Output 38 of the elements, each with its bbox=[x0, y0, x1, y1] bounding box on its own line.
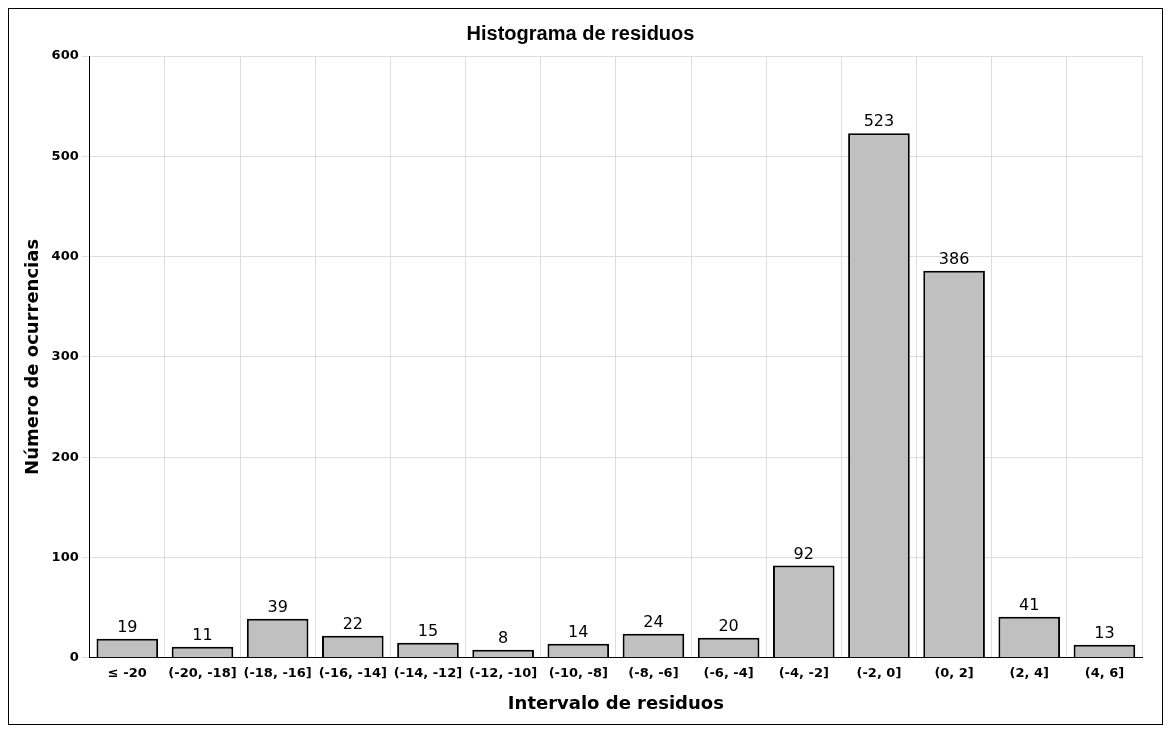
y-tick-label: 100 bbox=[51, 548, 79, 564]
data-label: 92 bbox=[793, 543, 814, 563]
chart-title: Histograma de residuos bbox=[466, 21, 695, 44]
x-tick-label: (-20, -18] bbox=[168, 664, 237, 680]
data-label: 39 bbox=[267, 596, 288, 616]
x-tick-label: (0, 2] bbox=[934, 664, 974, 680]
x-tick-label: (-8, -6] bbox=[628, 664, 679, 680]
y-tick-label: 400 bbox=[51, 247, 79, 263]
data-label: 20 bbox=[718, 615, 739, 635]
x-tick-label: (2, 4] bbox=[1009, 664, 1049, 680]
y-tick-label: 0 bbox=[69, 649, 79, 665]
data-label: 15 bbox=[417, 620, 439, 640]
data-label: 41 bbox=[1019, 594, 1040, 614]
data-label: 11 bbox=[192, 624, 213, 644]
x-tick-label: (-4, -2] bbox=[778, 664, 829, 680]
data-label: 24 bbox=[643, 611, 664, 631]
x-tick-label: (-12, -10] bbox=[468, 664, 538, 680]
data-label: 14 bbox=[568, 621, 589, 641]
data-label: 19 bbox=[117, 616, 138, 636]
x-tick-label: (-2, 0] bbox=[856, 664, 902, 680]
y-tick-label: 500 bbox=[51, 147, 79, 163]
x-tick-label: (-16, -14] bbox=[318, 664, 387, 680]
x-tick-label: (-18, -16] bbox=[243, 664, 312, 680]
data-label: 22 bbox=[342, 613, 363, 633]
data-label: 8 bbox=[498, 627, 509, 647]
x-tick-label: (4, 6] bbox=[1084, 664, 1125, 680]
y-tick-label: 200 bbox=[51, 448, 79, 464]
x-tick-label: (-10, -8] bbox=[548, 664, 608, 680]
x-tick-label: (-6, -4] bbox=[703, 664, 754, 680]
y-tick-label: 600 bbox=[51, 47, 79, 63]
data-label: 523 bbox=[863, 111, 895, 131]
data-label: 386 bbox=[938, 248, 970, 268]
x-axis-title: Intervalo de residuos bbox=[507, 691, 724, 713]
y-tick-label: 300 bbox=[51, 348, 79, 364]
data-label: 13 bbox=[1094, 622, 1115, 642]
x-tick-label: ≤ -20 bbox=[107, 664, 147, 680]
y-axis-title: Número de ocurrencias bbox=[21, 238, 43, 475]
x-tick-label: (-14, -12] bbox=[393, 664, 463, 680]
